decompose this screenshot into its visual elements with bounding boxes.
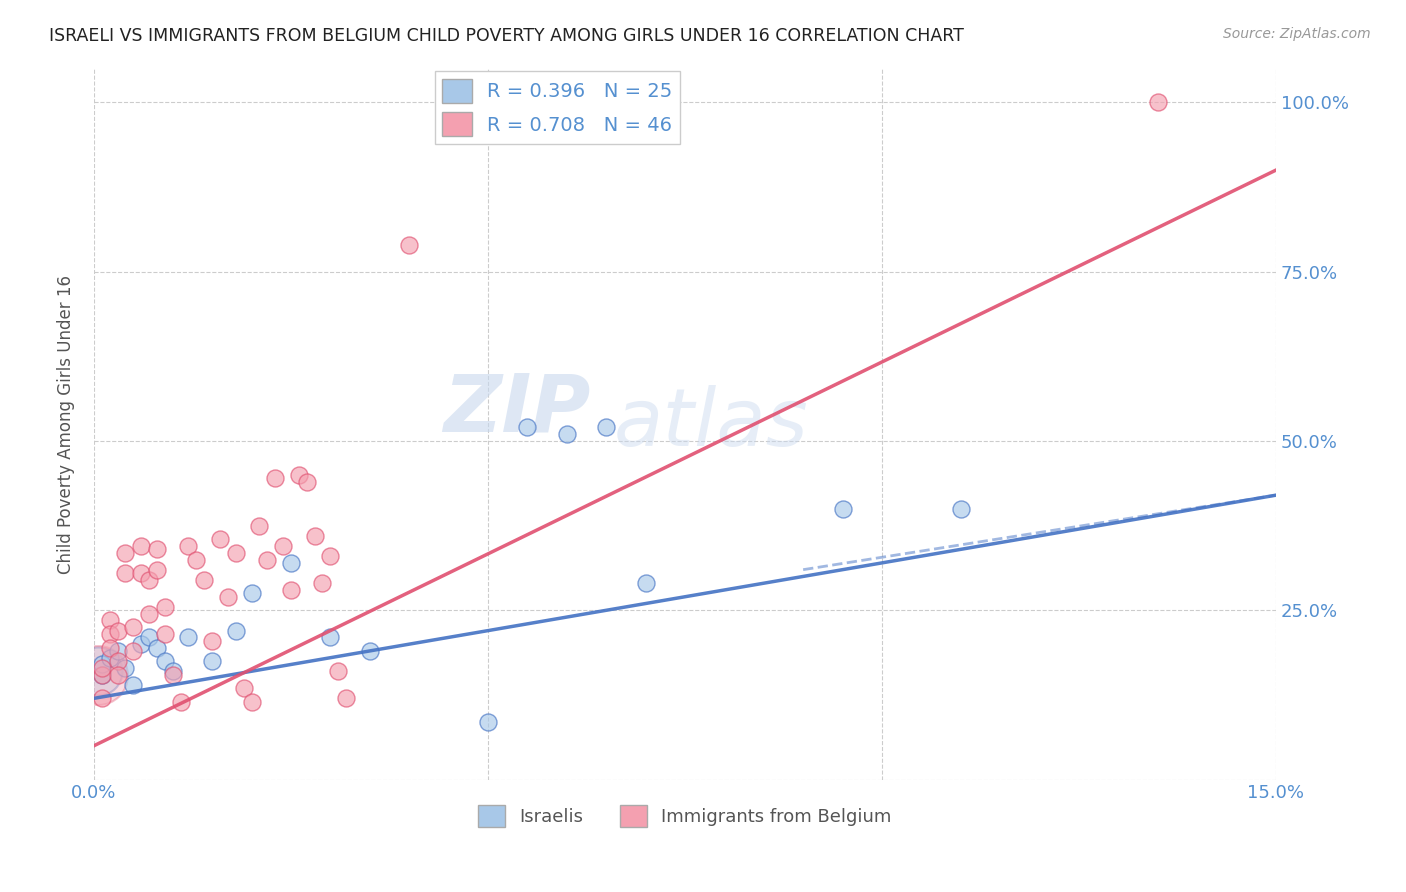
Point — [107, 654, 129, 668]
Point — [122, 678, 145, 692]
Point — [98, 640, 121, 655]
Point — [114, 661, 136, 675]
Point — [90, 667, 112, 681]
Point — [249, 518, 271, 533]
Point — [359, 644, 381, 658]
Point — [90, 691, 112, 706]
Point — [319, 631, 342, 645]
Point — [107, 667, 129, 681]
Point — [177, 539, 200, 553]
Point — [122, 620, 145, 634]
Point — [288, 467, 311, 482]
Point — [217, 590, 239, 604]
Point — [90, 657, 112, 672]
Point — [138, 573, 160, 587]
Y-axis label: Child Poverty Among Girls Under 16: Child Poverty Among Girls Under 16 — [58, 275, 75, 574]
Point — [162, 667, 184, 681]
Point — [335, 691, 357, 706]
Point — [162, 665, 184, 679]
Point — [264, 471, 287, 485]
Point — [177, 631, 200, 645]
Point — [98, 627, 121, 641]
Point — [304, 529, 326, 543]
Point — [138, 607, 160, 621]
Point — [311, 576, 333, 591]
Point — [186, 552, 208, 566]
Point — [138, 631, 160, 645]
Point — [129, 566, 152, 580]
Point — [225, 624, 247, 638]
Text: atlas: atlas — [614, 385, 808, 463]
Text: ZIP: ZIP — [443, 371, 591, 449]
Point — [555, 427, 578, 442]
Point — [87, 667, 110, 681]
Point — [280, 556, 302, 570]
Point — [90, 661, 112, 675]
Point — [146, 542, 169, 557]
Point — [232, 681, 254, 696]
Point — [114, 546, 136, 560]
Point — [949, 501, 972, 516]
Point — [146, 563, 169, 577]
Point — [319, 549, 342, 563]
Point — [477, 714, 499, 729]
Point — [201, 654, 224, 668]
Point — [831, 501, 853, 516]
Point — [256, 552, 278, 566]
Point — [634, 576, 657, 591]
Point — [201, 633, 224, 648]
Point — [271, 539, 294, 553]
Point — [398, 237, 420, 252]
Point — [146, 640, 169, 655]
Legend: Israelis, Immigrants from Belgium: Israelis, Immigrants from Belgium — [471, 798, 898, 835]
Point — [114, 566, 136, 580]
Point — [107, 624, 129, 638]
Point — [295, 475, 318, 489]
Point — [208, 532, 231, 546]
Point — [169, 695, 191, 709]
Point — [98, 650, 121, 665]
Point — [280, 582, 302, 597]
Point — [98, 614, 121, 628]
Point — [1146, 95, 1168, 110]
Point — [90, 667, 112, 681]
Point — [225, 546, 247, 560]
Point — [240, 695, 263, 709]
Point — [107, 644, 129, 658]
Point — [328, 665, 350, 679]
Text: Source: ZipAtlas.com: Source: ZipAtlas.com — [1223, 27, 1371, 41]
Point — [595, 420, 617, 434]
Point — [122, 644, 145, 658]
Point — [193, 573, 215, 587]
Point — [153, 627, 176, 641]
Point — [516, 420, 538, 434]
Point — [87, 665, 110, 679]
Point — [153, 599, 176, 614]
Point — [129, 539, 152, 553]
Point — [153, 654, 176, 668]
Point — [129, 637, 152, 651]
Point — [240, 586, 263, 600]
Text: ISRAELI VS IMMIGRANTS FROM BELGIUM CHILD POVERTY AMONG GIRLS UNDER 16 CORRELATIO: ISRAELI VS IMMIGRANTS FROM BELGIUM CHILD… — [49, 27, 965, 45]
